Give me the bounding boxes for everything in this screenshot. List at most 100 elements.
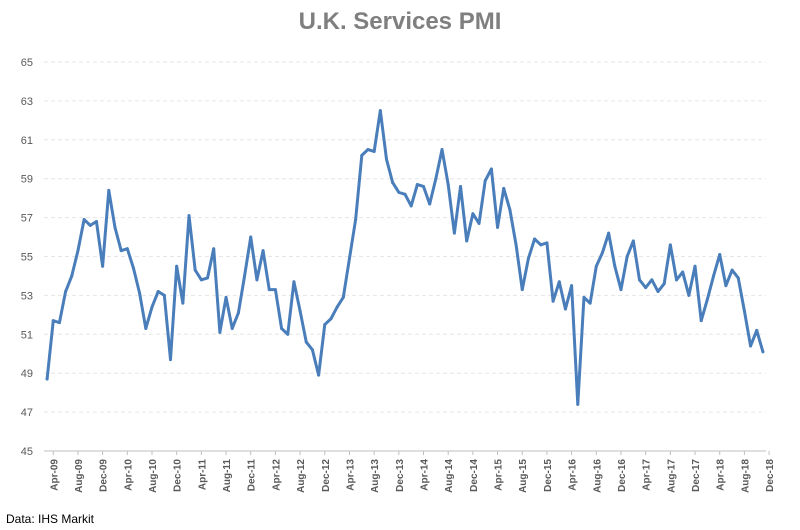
data-point [175, 264, 179, 268]
data-point [452, 231, 456, 235]
data-point [471, 212, 475, 216]
data-point [631, 239, 635, 243]
x-tick-label: Dec-14 [469, 459, 480, 492]
data-point [286, 332, 290, 336]
data-point [206, 276, 210, 280]
data-point [292, 280, 296, 284]
data-point [243, 274, 247, 278]
data-point [82, 218, 86, 222]
x-tick-label: Aug-15 [518, 459, 529, 493]
x-tick-label: Apr-12 [271, 459, 282, 491]
data-point [625, 255, 629, 258]
data-point [125, 247, 129, 251]
x-tick-label: Aug-16 [592, 459, 603, 493]
data-point [113, 225, 117, 229]
y-tick-label: 65 [21, 57, 33, 69]
data-point [64, 290, 68, 294]
data-point [656, 290, 660, 294]
x-tick-label: Apr-10 [123, 459, 134, 491]
data-point [360, 153, 364, 157]
data-point [705, 297, 709, 301]
data-point [249, 235, 253, 239]
data-point [187, 214, 191, 218]
x-tick-label: Aug-10 [148, 459, 159, 493]
data-point [749, 344, 753, 348]
y-tick-label: 49 [21, 368, 33, 380]
data-point [255, 278, 259, 282]
data-point [347, 256, 351, 260]
x-tick-label: Apr-16 [568, 459, 579, 491]
data-point [699, 319, 703, 323]
data-point [335, 305, 339, 309]
data-point [101, 264, 105, 268]
data-point [533, 237, 537, 241]
data-point [755, 328, 759, 332]
data-point [650, 278, 654, 282]
data-point [446, 183, 450, 187]
x-tick-label: Aug-14 [444, 459, 455, 493]
data-point [150, 305, 154, 309]
data-point [70, 274, 74, 278]
y-tick-label: 61 [21, 135, 33, 147]
data-point [378, 109, 382, 113]
data-point [119, 249, 123, 253]
data-point [88, 223, 92, 227]
data-point [397, 190, 401, 194]
data-point [51, 319, 55, 323]
x-tick-label: Aug-17 [666, 459, 677, 493]
x-tick-label: Apr-18 [716, 459, 727, 491]
data-point [354, 218, 358, 222]
data-point [563, 307, 567, 311]
data-source-note: Data: IHS Markit [6, 512, 95, 526]
data-point [366, 148, 370, 152]
data-point [687, 293, 691, 297]
data-point [526, 256, 530, 260]
x-tick-label: Aug-09 [74, 459, 85, 493]
data-point [514, 243, 518, 247]
data-point [477, 221, 481, 225]
y-tick-label: 55 [21, 252, 33, 264]
data-point [693, 264, 697, 268]
data-point [45, 377, 49, 381]
data-point [310, 348, 314, 352]
data-point [156, 290, 160, 294]
data-point [230, 326, 234, 330]
x-tick-label: Dec-18 [765, 459, 776, 492]
data-point [298, 309, 302, 313]
data-point [465, 239, 469, 243]
x-tick-label: Apr-17 [642, 459, 653, 491]
data-point [730, 268, 734, 272]
data-point [218, 330, 222, 334]
data-point [483, 179, 487, 183]
x-tick-label: Aug-13 [370, 459, 381, 493]
data-point [489, 167, 493, 171]
x-tick-label: Apr-14 [420, 459, 431, 491]
data-point [403, 192, 407, 196]
x-tick-label: Dec-16 [617, 459, 628, 492]
data-point [539, 243, 543, 247]
data-point [724, 284, 728, 288]
data-point [193, 268, 197, 272]
x-tick-label: Apr-11 [197, 459, 208, 491]
data-point [662, 282, 666, 286]
series-layer [45, 109, 765, 406]
data-point [545, 241, 549, 245]
data-point [520, 288, 524, 292]
x-axis: Apr-09 Aug-09 Dec-09 Apr-10 Aug-10 Dec-10 Apr-… [44, 450, 776, 493]
data-point [637, 278, 641, 282]
chart-title: U.K. Services PMI [298, 8, 502, 35]
x-tick-label: Dec-13 [395, 459, 406, 492]
data-point [329, 317, 333, 321]
data-point [459, 184, 463, 188]
y-tick-label: 53 [21, 290, 33, 302]
data-point [644, 286, 648, 290]
data-point [594, 264, 598, 268]
data-point [107, 188, 111, 192]
data-point [94, 219, 98, 223]
x-tick-label: Aug-12 [296, 459, 307, 493]
data-point [341, 295, 345, 299]
data-point [600, 251, 604, 255]
data-point [372, 149, 376, 153]
data-point [304, 340, 308, 344]
gridlines [44, 61, 766, 413]
